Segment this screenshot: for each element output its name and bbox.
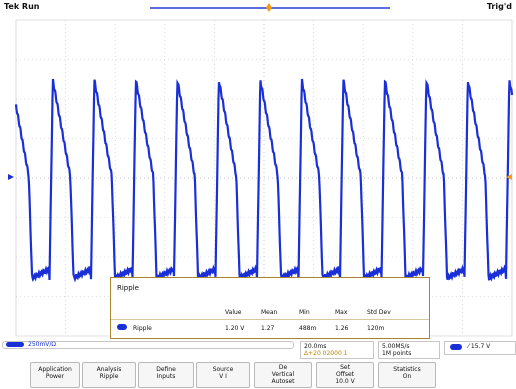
channel-ground-marker-icon[interactable] <box>8 174 14 180</box>
define-inputs-button[interactable]: Define Inputs <box>138 362 194 388</box>
button-line: 10.0 V <box>335 378 355 385</box>
channel-scale: 250mV/Ω <box>28 341 57 348</box>
acquisition-readout[interactable]: 5.00MS/s 1M points <box>378 341 440 359</box>
measurement-max: 1.26 <box>335 325 349 332</box>
button-line: On <box>402 373 412 380</box>
vertical-autoset-button[interactable]: De Vertical Autoset <box>254 362 312 388</box>
timebase-readout[interactable]: 20.0ms Δ+20 02000 1 <box>300 341 374 359</box>
button-line: V I <box>219 373 227 380</box>
button-line: Ripple <box>99 373 119 380</box>
run-status: Tek Run <box>4 2 40 11</box>
application-power-button[interactable]: Application Power <box>30 362 80 388</box>
measurement-table-title: Ripple <box>117 284 139 292</box>
time-delay: Δ+20 02000 1 <box>304 350 348 357</box>
trigger-readout: ⁄ 15.7 V <box>468 343 491 350</box>
button-line: Power <box>45 373 65 380</box>
button-line: Application <box>38 366 72 373</box>
button-line: Set <box>340 364 350 371</box>
trigger-source-icon <box>450 344 462 350</box>
button-line: Analysis <box>96 366 122 373</box>
source-button[interactable]: Source V I <box>196 362 250 388</box>
button-line: De <box>278 364 288 371</box>
header-value: Value <box>225 309 242 316</box>
set-offset-button[interactable]: Set Offset 10.0 V <box>316 362 374 388</box>
sample-rate: 5.00MS/s <box>382 343 410 350</box>
header-mean: Mean <box>261 309 278 316</box>
trigger-status: Trig'd <box>486 2 512 11</box>
measurement-table: Ripple Value Mean Min Max Std Dev Ripple… <box>110 277 430 339</box>
button-line: Autoset <box>271 378 295 385</box>
channel-readout-box[interactable] <box>2 341 294 349</box>
analysis-ripple-button[interactable]: Analysis Ripple <box>82 362 136 388</box>
button-line: Statistics <box>393 366 421 373</box>
measurement-value: 1.20 V <box>225 325 245 332</box>
header-min: Min <box>299 309 310 316</box>
status-bar: Tek Run Trig'd <box>0 0 516 16</box>
button-line: Source <box>212 366 234 373</box>
button-line: Vertical <box>271 371 295 378</box>
time-scale: 20.0ms <box>304 343 327 350</box>
button-line: Define <box>156 366 176 373</box>
measurement-row-label: Ripple <box>133 325 152 332</box>
record-length: 1M points <box>382 350 412 357</box>
channel-color-icon <box>6 342 24 347</box>
measurement-std-dev: 120m <box>367 325 385 332</box>
statistics-button[interactable]: Statistics On <box>378 362 436 388</box>
measurement-min: 488m <box>299 325 317 332</box>
trigger-level-marker-icon[interactable] <box>506 174 512 180</box>
waveform-trace <box>14 78 514 283</box>
button-line: Offset <box>335 371 355 378</box>
trigger-position-icon[interactable] <box>266 3 272 12</box>
button-line: Inputs <box>156 373 176 380</box>
header-std-dev: Std Dev <box>367 309 391 316</box>
measurement-mean: 1.27 <box>261 325 275 332</box>
measurement-color-icon <box>117 324 127 330</box>
header-max: Max <box>335 309 348 316</box>
table-divider <box>111 319 429 320</box>
